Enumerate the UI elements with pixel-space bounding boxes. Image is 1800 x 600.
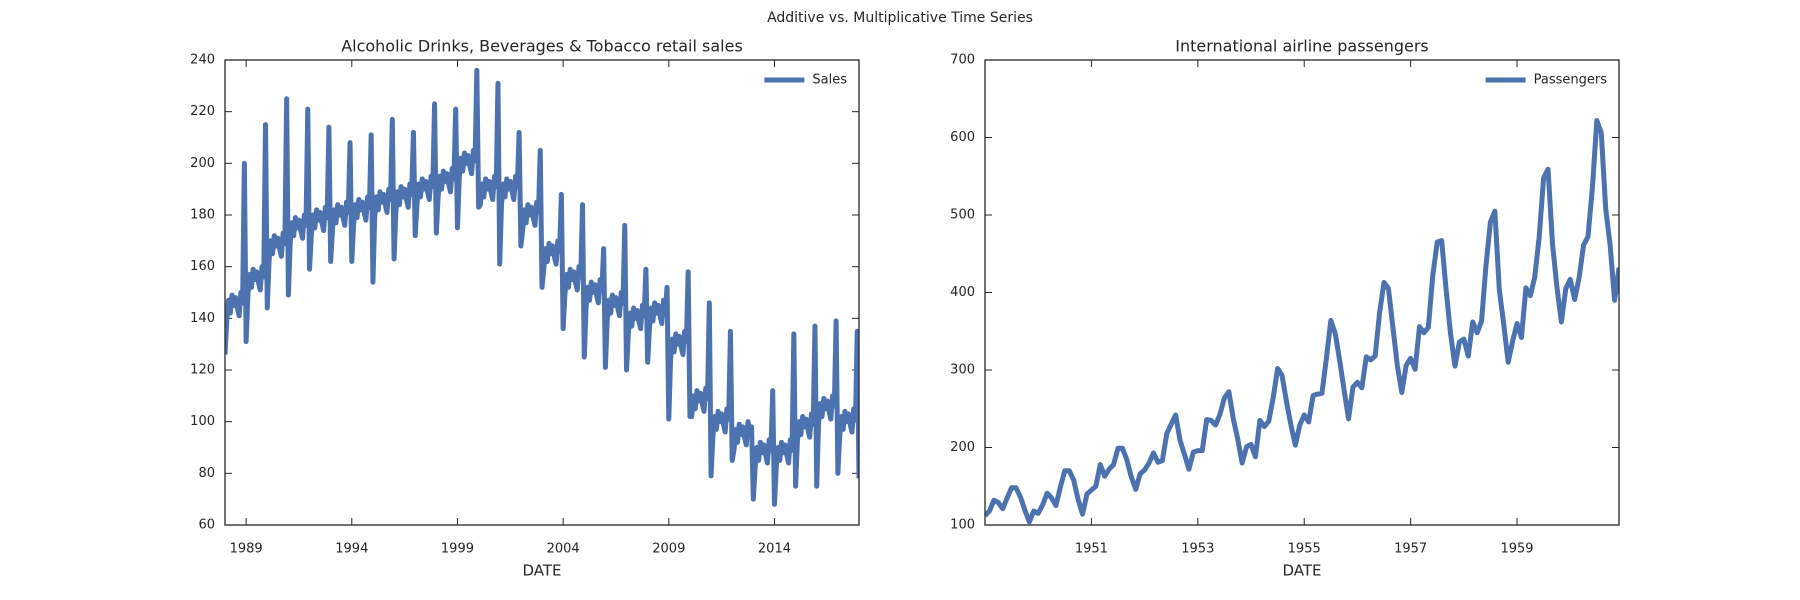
x-tick-label: 1999 <box>441 542 474 557</box>
subplot: 60 80 100 120 140 160 180 200 220 240 1989 1994 1999… <box>190 37 860 580</box>
x-tick-label: 1989 <box>230 542 263 557</box>
x-tick-label: 1959 <box>1500 542 1533 557</box>
x-axis-label: DATE <box>1282 562 1321 580</box>
y-tick-label: 400 <box>950 285 975 300</box>
chart-title: Alcoholic Drinks, Beverages & Tobacco re… <box>341 37 743 56</box>
y-tick-label: 100 <box>950 518 975 533</box>
subplot: 100 200 300 400 500 600 700 1951 1953 1955 1957 195… <box>950 37 1620 580</box>
y-tick-label: 600 <box>950 130 975 145</box>
x-tick-label: 1994 <box>335 542 368 557</box>
axes-frame <box>224 59 860 526</box>
legend-label: Passengers <box>1534 73 1608 88</box>
y-tick-label: 300 <box>950 363 975 378</box>
y-tick-label: 700 <box>950 53 975 68</box>
x-axis-label: DATE <box>522 562 561 580</box>
series-line <box>225 67 859 507</box>
axes-frame <box>984 59 1620 526</box>
y-tick-label: 500 <box>950 208 975 223</box>
x-tick-label: 1953 <box>1181 542 1214 557</box>
y-tick-label: 80 <box>198 466 215 481</box>
y-tick-label: 200 <box>950 440 975 455</box>
y-tick-label: 120 <box>190 363 215 378</box>
x-tick-label: 2014 <box>758 542 791 557</box>
y-tick-label: 240 <box>190 53 215 68</box>
x-tick-label: 1957 <box>1394 542 1427 557</box>
y-tick-label: 60 <box>198 518 215 533</box>
y-tick-label: 180 <box>190 208 215 223</box>
x-tick-label: 1951 <box>1075 542 1108 557</box>
x-tick-label: 2004 <box>547 542 580 557</box>
x-tick-label: 2009 <box>652 542 685 557</box>
y-tick-label: 140 <box>190 311 215 326</box>
y-tick-label: 220 <box>190 104 215 119</box>
y-tick-label: 160 <box>190 259 215 274</box>
y-tick-label: 200 <box>190 156 215 171</box>
figure-title: Additive vs. Multiplicative Time Series <box>767 10 1033 26</box>
y-tick-label: 100 <box>190 414 215 429</box>
chart-title: International airline passengers <box>1175 37 1429 56</box>
x-tick-label: 1955 <box>1288 542 1321 557</box>
legend-label: Sales <box>812 73 847 88</box>
series-line <box>985 117 1619 525</box>
